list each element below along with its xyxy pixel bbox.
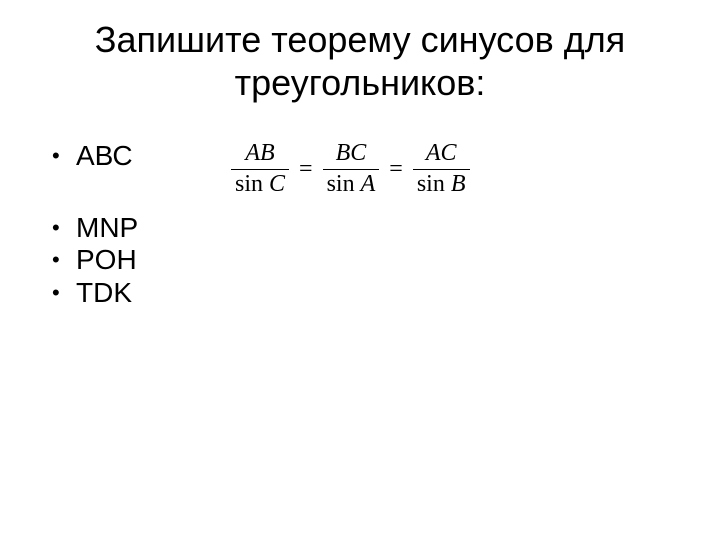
fraction-bar	[413, 169, 470, 170]
numerator: AC	[422, 140, 461, 168]
law-of-sines-formula: AB sin C = BC sin A = AC sin B	[225, 140, 476, 198]
equals-sign: =	[389, 156, 403, 183]
numerator: AB	[241, 140, 278, 168]
equals-sign: =	[299, 156, 313, 183]
list-item: TDK	[50, 277, 670, 309]
list-item-label: TDK	[76, 277, 132, 308]
title-line-1: Запишите теорему синусов для	[95, 19, 625, 60]
list-item-label: POH	[76, 244, 137, 275]
denominator: sin B	[413, 171, 470, 199]
fraction: AB sin C	[231, 140, 289, 198]
slide: Запишите теорему синусов для треугольник…	[0, 0, 720, 540]
fraction: AC sin B	[413, 140, 470, 198]
denominator: sin C	[231, 171, 289, 199]
list-item: POH	[50, 244, 670, 276]
denominator: sin A	[323, 171, 380, 199]
slide-title: Запишите теорему синусов для треугольник…	[0, 0, 720, 114]
fraction-bar	[323, 169, 380, 170]
list-item-label: АВС	[76, 140, 133, 171]
list-item-label: МNP	[76, 212, 138, 243]
title-line-2: треугольников:	[235, 62, 486, 103]
fraction: BC sin A	[323, 140, 380, 198]
numerator: BC	[332, 140, 371, 168]
fraction-bar	[231, 169, 289, 170]
list-item: МNP	[50, 212, 670, 244]
